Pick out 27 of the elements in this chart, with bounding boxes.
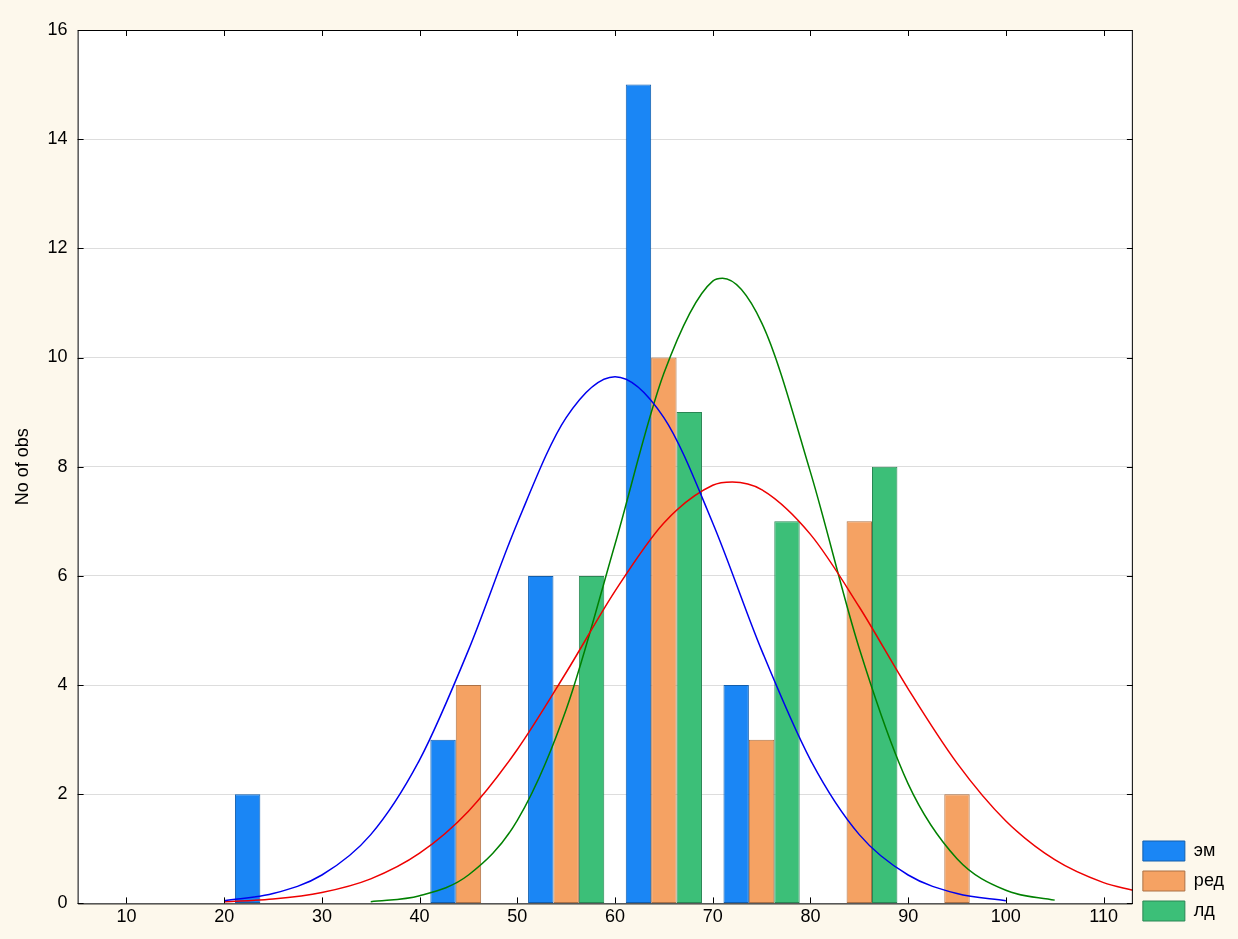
y-tick-label: 4 [57,674,68,695]
legend-label: лд [1193,899,1216,920]
x-tick-label: 110 [1089,906,1118,927]
y-tick-label: 8 [57,455,68,476]
y-tick-label: 12 [47,237,68,258]
x-tick-label: 70 [702,906,723,927]
x-tick-label: 10 [116,906,137,927]
x-tick-label: 50 [507,906,528,927]
x-tick-label: 20 [214,906,235,927]
line-series [223,481,1133,903]
y-axis-title: No of obs [11,428,32,506]
x-tick-label: 90 [898,906,919,927]
x-tick-label: 60 [605,906,626,927]
y-tick-label: 10 [47,346,68,367]
y-tick-label: 2 [57,783,68,804]
line-series [370,277,1056,903]
y-tick-label: 16 [47,18,68,39]
legend-label: эм [1193,839,1216,860]
x-tick-label: 40 [409,906,430,927]
y-tick-label: 6 [57,564,68,585]
legend-label: ред [1193,869,1225,890]
y-tick-label: 14 [47,128,68,149]
y-tick-label: 0 [57,892,68,913]
x-tick-label: 100 [990,906,1021,927]
x-tick-label: 80 [800,906,821,927]
x-tick-label: 30 [311,906,332,927]
line-series [223,375,1007,902]
